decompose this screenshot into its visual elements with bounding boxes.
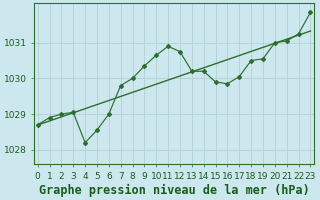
X-axis label: Graphe pression niveau de la mer (hPa): Graphe pression niveau de la mer (hPa) [39,183,309,197]
